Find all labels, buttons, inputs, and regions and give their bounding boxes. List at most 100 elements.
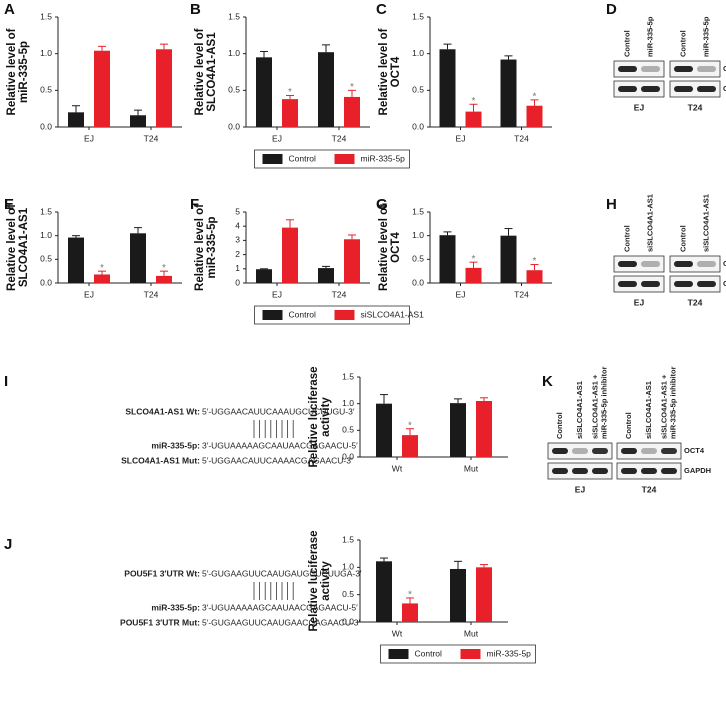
- blot-frame: [669, 255, 721, 273]
- significance-mark: *: [533, 92, 537, 103]
- x-tick-label: EJ: [272, 133, 282, 143]
- lane-label: miR-335-5p inhibitor: [599, 366, 608, 439]
- significance-mark: *: [100, 263, 104, 274]
- bar: [282, 227, 298, 283]
- significance-mark: *: [472, 96, 476, 107]
- lane-label: Control: [622, 30, 631, 57]
- y-tick-label: 1.0: [342, 562, 354, 572]
- protein-label: OCT4: [684, 446, 705, 455]
- lane-label: miR-335-5p: [645, 16, 654, 57]
- y-tick-label: 1.0: [40, 230, 52, 240]
- blot-band: [592, 468, 608, 474]
- panel-letter: C: [376, 1, 387, 18]
- x-tick-label: EJ: [456, 133, 466, 143]
- y-tick-label: 0: [235, 277, 240, 287]
- y-tick-label: 0.5: [40, 254, 52, 264]
- protein-label: GAPDH: [723, 84, 726, 93]
- bar: [318, 52, 334, 128]
- bar: [130, 233, 146, 283]
- sequence-label: miR-335-5p:: [151, 440, 200, 450]
- bar: [94, 274, 110, 283]
- blot-band: [697, 86, 716, 92]
- blot-frame: [669, 60, 721, 78]
- y-axis-label: OCT4: [390, 232, 402, 263]
- y-tick-label: 0.0: [40, 121, 52, 131]
- legend-swatch: [460, 649, 481, 659]
- lane-label: Control: [678, 225, 687, 252]
- x-tick-label: Mut: [464, 628, 479, 638]
- blot-band: [697, 66, 716, 72]
- legend-label: miR-335-5p: [361, 153, 406, 163]
- y-tick-label: 0.0: [40, 277, 52, 287]
- blot-band: [618, 281, 637, 287]
- legend-swatch: [262, 154, 283, 164]
- protein-label: GAPDH: [684, 466, 711, 475]
- lane-label: Control: [555, 412, 564, 439]
- lane-label: siSLCO4A1-AS1: [644, 381, 653, 439]
- blot-band: [618, 261, 637, 267]
- sequence: 5′-GUGAAGUUCAAUGAACGAGAACU-3′: [202, 617, 361, 627]
- y-tick-label: 0.5: [40, 85, 52, 95]
- y-tick-label: 1.5: [40, 206, 52, 216]
- sequence-label: SLCO4A1-AS1 Mut:: [121, 455, 200, 465]
- y-axis-label: Relative level of: [6, 204, 18, 291]
- y-tick-label: 2: [235, 249, 240, 259]
- y-tick-label: 3: [235, 235, 240, 245]
- legend-swatch: [262, 310, 283, 320]
- y-tick-label: 1.0: [412, 230, 424, 240]
- bar: [318, 268, 334, 283]
- bar: [156, 275, 172, 283]
- bar: [526, 270, 543, 283]
- legend-swatch: [388, 649, 409, 659]
- legend-label: Control: [289, 153, 317, 163]
- bar: [94, 50, 110, 127]
- lane-label: Control: [622, 225, 631, 252]
- blot-band: [621, 468, 637, 474]
- x-tick-label: EJ: [84, 133, 94, 143]
- y-tick-label: 1.5: [412, 206, 424, 216]
- sequence: 3′-UGUAAAAAGCAAUAACGAGAACU-5′: [202, 440, 358, 450]
- protein-label: OCT4: [723, 259, 726, 268]
- x-tick-label: Mut: [464, 463, 479, 473]
- sequence: 3′-UGUAAAAAGCAAUAACGAGAACU-5′: [202, 602, 358, 612]
- blot-band: [661, 448, 677, 454]
- y-axis-label: Relative level of: [194, 28, 206, 115]
- y-tick-label: 1.0: [40, 48, 52, 58]
- x-tick-label: EJ: [456, 289, 466, 299]
- lane-label: siSLCO4A1-AS1: [701, 194, 710, 252]
- significance-mark: *: [162, 263, 166, 274]
- y-tick-label: 0.5: [342, 425, 354, 435]
- y-tick-label: 0.0: [412, 121, 424, 131]
- sequence: 5′-UGGAACAUUCAAAACGAGAACU-3′: [202, 455, 353, 465]
- blot-band: [641, 448, 657, 454]
- blot-band: [572, 468, 588, 474]
- legend-swatch: [334, 310, 355, 320]
- y-tick-label: 1.5: [342, 534, 354, 544]
- bar: [130, 115, 146, 127]
- x-tick-label: T24: [514, 133, 529, 143]
- panel-letter: A: [4, 1, 15, 18]
- bar: [450, 403, 466, 457]
- significance-mark: *: [288, 87, 292, 98]
- y-axis-label: SLCO4A1-AS1: [206, 32, 218, 112]
- blot-band: [674, 86, 693, 92]
- cell-label: T24: [688, 102, 703, 112]
- y-axis-label: Relative level of: [194, 204, 206, 291]
- legend-box: [254, 149, 410, 169]
- bar: [500, 235, 517, 283]
- y-axis-label: Relative level of: [378, 28, 390, 115]
- y-tick-label: 0.5: [412, 85, 424, 95]
- bar: [282, 99, 298, 127]
- y-axis-label: Relative luciferase: [308, 530, 320, 631]
- y-tick-label: 0.5: [342, 589, 354, 599]
- bar: [344, 96, 360, 127]
- bar: [526, 105, 543, 127]
- y-tick-label: 5: [235, 206, 240, 216]
- panel-letter: E: [4, 196, 14, 213]
- blot-band: [552, 468, 568, 474]
- cell-label: EJ: [575, 484, 586, 494]
- x-tick-label: T24: [514, 289, 529, 299]
- bar: [256, 269, 272, 283]
- y-tick-label: 1.5: [412, 11, 424, 21]
- blot-band: [661, 468, 677, 474]
